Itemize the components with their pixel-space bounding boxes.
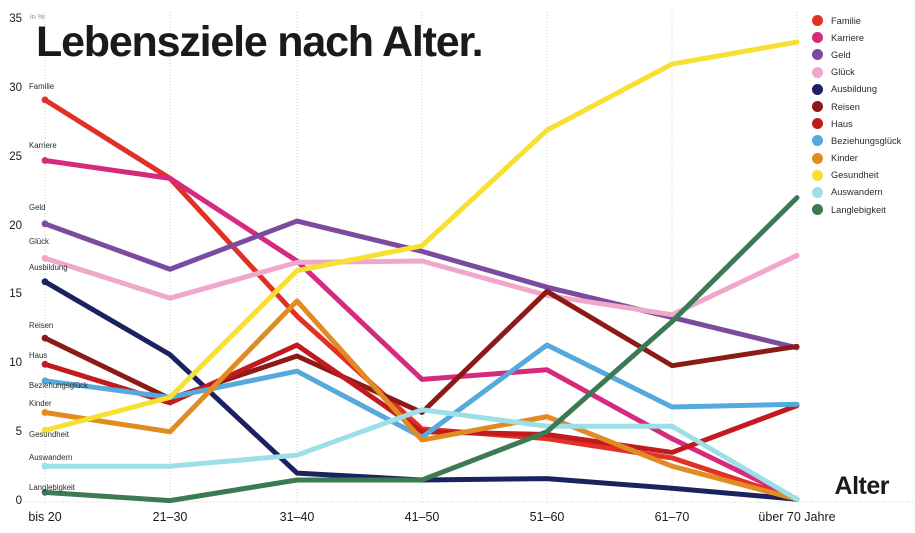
series-inline-label: Beziehungsglück — [29, 381, 88, 390]
legend-swatch-icon — [812, 169, 823, 181]
series-start-dot — [41, 462, 49, 470]
series-line — [42, 218, 800, 351]
series-inline-label: Gesundheit — [29, 430, 69, 439]
legend-item[interactable]: Karriere — [812, 29, 915, 46]
series-start-dot — [41, 377, 49, 385]
legend-item-label: Beziehungsglück — [831, 135, 902, 146]
series-start-dot — [41, 254, 49, 262]
series-start-dot — [41, 278, 49, 286]
legend-swatch-icon — [812, 118, 823, 130]
legend-item-label: Karriere — [831, 32, 865, 43]
series-line — [42, 252, 800, 318]
y-axis-tick-label: 0 — [15, 495, 22, 507]
series-line — [42, 342, 800, 455]
x-axis-title: Alter — [834, 472, 890, 500]
series-start-dot — [41, 409, 49, 416]
legend-item[interactable]: Geld — [812, 46, 915, 63]
legend-item[interactable]: Gesundheit — [812, 167, 915, 184]
legend-item[interactable]: Kinder — [812, 150, 915, 167]
series-line — [42, 157, 800, 502]
x-axis-tick-label: 21–30 — [152, 510, 188, 524]
legend-swatch-icon — [812, 32, 823, 44]
legend-item-label: Haus — [831, 118, 853, 129]
series-line — [42, 298, 800, 502]
series-inline-label: Langlebigkeit — [29, 483, 75, 492]
legend-item[interactable]: Langlebigkeit — [812, 201, 915, 218]
legend-swatch-icon — [812, 186, 823, 198]
series-inline-label: Familie — [29, 82, 55, 91]
x-axis-tick-label: 61–70 — [654, 510, 690, 524]
legend-item[interactable]: Haus — [812, 115, 915, 132]
legend-item-label: Familie — [831, 15, 861, 26]
y-axis-tick-label: 30 — [9, 81, 22, 94]
y-axis-tick-label: 10 — [9, 357, 22, 370]
series-line — [42, 195, 800, 504]
legend-swatch-icon — [812, 204, 823, 216]
legend-item[interactable]: Glück — [812, 64, 915, 81]
legend-item-label: Langlebigkeit — [831, 204, 886, 215]
series-start-dot — [41, 488, 49, 496]
legend: Familie Karriere Geld Glück Ausbildung Reisen… — [812, 12, 915, 218]
series-inline-label: Reisen — [29, 321, 54, 330]
legend-item[interactable]: Reisen — [812, 98, 915, 115]
y-axis-unit-note: in % — [30, 12, 45, 21]
series-start-dot — [41, 426, 49, 434]
y-axis-tick-label: 20 — [9, 219, 22, 232]
legend-item-label: Geld — [831, 49, 851, 60]
series-start-dot — [41, 157, 49, 164]
series-inline-label: Auswandern — [29, 453, 73, 462]
gridlines — [24, 12, 915, 503]
series-start-dot — [41, 360, 49, 368]
series-inline-label: Geld — [29, 203, 46, 212]
series-start-dots — [41, 96, 49, 496]
legend-item-label: Auswandern — [831, 187, 883, 198]
series-start-dot — [41, 334, 49, 342]
legend-swatch-icon — [812, 83, 823, 95]
y-axis-tick-label: 15 — [9, 288, 22, 301]
x-axis-tick-label: 31–40 — [279, 510, 315, 524]
series-start-dot — [41, 96, 49, 104]
series-inline-label: Ausbildung — [29, 263, 68, 272]
legend-swatch-icon — [812, 135, 823, 147]
series-line — [42, 39, 800, 433]
legend-swatch-icon — [812, 15, 823, 27]
x-axis-tick-label: bis 20 — [28, 510, 62, 524]
series-start-dot — [41, 220, 49, 228]
series-inline-label: Karriere — [29, 141, 57, 150]
legend-item[interactable]: Beziehungsglück — [812, 132, 915, 149]
legend-item-label: Glück — [831, 67, 855, 78]
series-line — [42, 407, 800, 502]
series-inline-label: Kinder — [29, 399, 52, 408]
y-axis-tick-label: 5 — [15, 426, 22, 439]
series-inline-label: Haus — [29, 351, 48, 360]
x-axis-tick-label: über 70 Jahre — [758, 510, 836, 524]
legend-swatch-icon — [812, 152, 823, 164]
legend-swatch-icon — [812, 49, 823, 61]
x-axis-tick-label: 41–50 — [404, 510, 440, 524]
legend-swatch-icon — [812, 66, 823, 78]
page-title: Lebensziele nach Alter. — [36, 18, 484, 66]
legend-item-label: Reisen — [831, 101, 860, 112]
legend-item-label: Ausbildung — [831, 84, 878, 95]
legend-item[interactable]: Auswandern — [812, 184, 915, 201]
legend-item-label: Gesundheit — [831, 170, 879, 181]
y-axis-tick-label: 35 — [9, 13, 22, 25]
series-inline-label: Glück — [29, 237, 49, 246]
legend-swatch-icon — [812, 101, 823, 113]
series-lines — [42, 39, 800, 504]
x-axis-tick-label: 51–60 — [529, 510, 565, 524]
y-axis-tick-label: 25 — [9, 150, 22, 163]
legend-item[interactable]: Familie — [812, 12, 915, 29]
legend-item[interactable]: Ausbildung — [812, 81, 915, 98]
legend-item-label: Kinder — [831, 153, 858, 164]
